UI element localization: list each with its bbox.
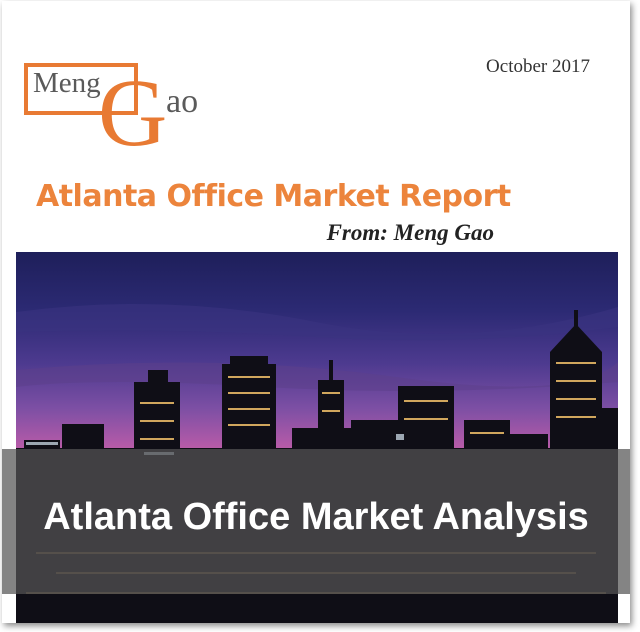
title-banner: Atlanta Office Market Analysis bbox=[2, 449, 630, 594]
logo-g-letter: G bbox=[98, 59, 168, 166]
report-date: October 2017 bbox=[486, 56, 590, 77]
report-title: Atlanta Office Market Report bbox=[36, 179, 511, 214]
report-cover: October 2017 Meng G ao Atlanta Office Ma… bbox=[2, 1, 630, 623]
author-line: From: Meng Gao bbox=[326, 220, 494, 245]
logo-frame bbox=[24, 63, 138, 115]
logo-meng-text: Meng bbox=[33, 67, 101, 99]
banner-title: Atlanta Office Market Analysis bbox=[43, 496, 589, 538]
logo-ao-text: ao bbox=[166, 83, 199, 120]
